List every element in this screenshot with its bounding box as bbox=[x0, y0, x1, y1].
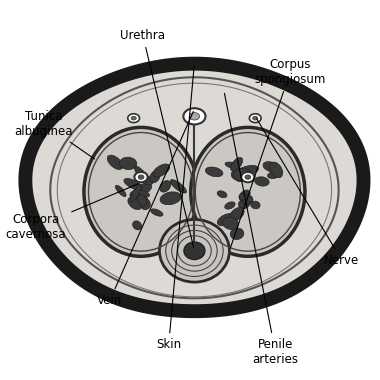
Ellipse shape bbox=[237, 165, 258, 176]
Ellipse shape bbox=[270, 162, 283, 178]
Ellipse shape bbox=[217, 191, 227, 198]
Ellipse shape bbox=[119, 157, 137, 169]
Ellipse shape bbox=[205, 167, 223, 177]
Ellipse shape bbox=[231, 157, 243, 171]
Ellipse shape bbox=[133, 221, 142, 230]
Ellipse shape bbox=[263, 162, 279, 172]
Ellipse shape bbox=[236, 174, 247, 182]
Ellipse shape bbox=[84, 127, 198, 256]
Ellipse shape bbox=[231, 168, 252, 181]
Ellipse shape bbox=[184, 242, 205, 260]
Text: Vein: Vein bbox=[97, 111, 193, 307]
Ellipse shape bbox=[249, 114, 261, 123]
Text: Urethra: Urethra bbox=[120, 29, 194, 248]
Ellipse shape bbox=[251, 201, 260, 209]
Ellipse shape bbox=[116, 185, 126, 196]
Ellipse shape bbox=[253, 116, 258, 120]
Ellipse shape bbox=[135, 172, 148, 182]
PathPatch shape bbox=[25, 64, 364, 311]
Ellipse shape bbox=[242, 195, 253, 204]
Ellipse shape bbox=[137, 195, 147, 206]
Ellipse shape bbox=[189, 112, 200, 120]
Ellipse shape bbox=[107, 155, 123, 169]
Ellipse shape bbox=[241, 172, 255, 182]
Text: Corpus
spongiosum: Corpus spongiosum bbox=[230, 58, 326, 248]
Ellipse shape bbox=[131, 192, 143, 200]
Ellipse shape bbox=[245, 175, 251, 179]
Ellipse shape bbox=[160, 180, 171, 192]
Ellipse shape bbox=[128, 114, 139, 123]
Ellipse shape bbox=[160, 220, 230, 282]
Ellipse shape bbox=[255, 177, 269, 186]
Ellipse shape bbox=[124, 179, 142, 190]
Ellipse shape bbox=[131, 116, 136, 120]
Ellipse shape bbox=[230, 228, 244, 239]
Text: Nerve: Nerve bbox=[256, 119, 359, 267]
Ellipse shape bbox=[223, 217, 239, 230]
Ellipse shape bbox=[234, 168, 252, 181]
Ellipse shape bbox=[170, 180, 187, 193]
Ellipse shape bbox=[138, 175, 144, 179]
Ellipse shape bbox=[184, 108, 206, 124]
Ellipse shape bbox=[130, 185, 141, 202]
Ellipse shape bbox=[230, 207, 244, 221]
Ellipse shape bbox=[239, 199, 250, 209]
Ellipse shape bbox=[139, 190, 149, 197]
Ellipse shape bbox=[225, 162, 239, 168]
Ellipse shape bbox=[150, 171, 160, 183]
Ellipse shape bbox=[128, 197, 142, 210]
Ellipse shape bbox=[140, 199, 150, 210]
Text: Tunica
albuginea: Tunica albuginea bbox=[14, 110, 95, 159]
Text: Skin: Skin bbox=[156, 66, 194, 352]
Ellipse shape bbox=[268, 172, 280, 179]
Ellipse shape bbox=[133, 184, 152, 196]
Ellipse shape bbox=[135, 166, 148, 182]
Ellipse shape bbox=[153, 164, 169, 177]
Text: Penile
arteries: Penile arteries bbox=[225, 93, 298, 366]
Ellipse shape bbox=[137, 193, 149, 207]
Ellipse shape bbox=[138, 174, 153, 185]
Ellipse shape bbox=[150, 209, 163, 216]
Text: Corpora
cavernosa: Corpora cavernosa bbox=[6, 184, 138, 241]
Ellipse shape bbox=[217, 214, 234, 226]
Ellipse shape bbox=[160, 192, 181, 205]
Ellipse shape bbox=[239, 190, 250, 201]
Ellipse shape bbox=[191, 127, 305, 256]
Ellipse shape bbox=[225, 202, 235, 209]
Ellipse shape bbox=[239, 194, 253, 202]
Ellipse shape bbox=[130, 191, 142, 202]
